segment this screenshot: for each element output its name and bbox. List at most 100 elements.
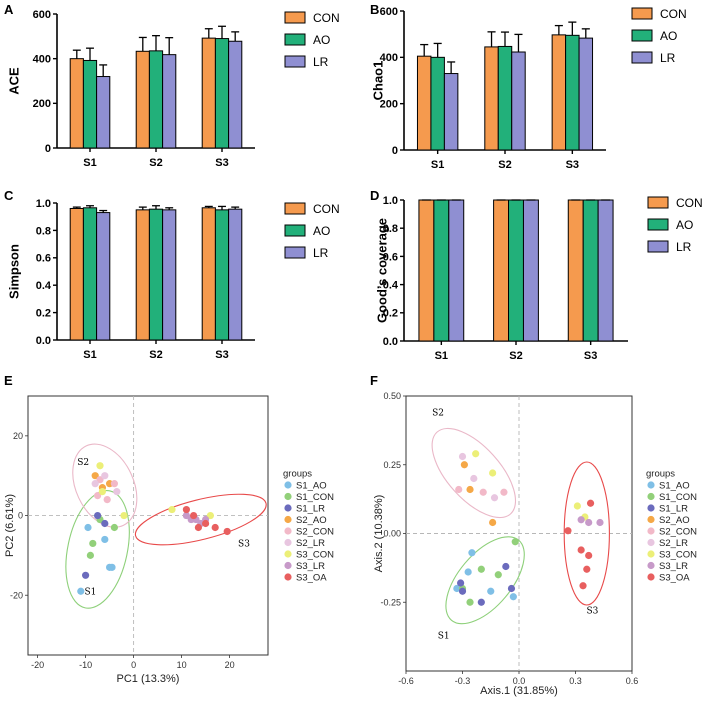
bar-CON xyxy=(567,199,584,342)
legend-swatch-AO xyxy=(284,224,306,237)
bar-CON xyxy=(551,34,567,151)
x-tick-label: S2 xyxy=(149,349,162,361)
panel-letter: B xyxy=(370,2,379,17)
point-S3_CON xyxy=(489,469,497,477)
y-tick-label: 1.0 xyxy=(36,198,51,210)
legend-title: groups xyxy=(646,468,675,479)
point-S2_LR xyxy=(101,472,109,480)
legend-label-S2_LR: S2_LR xyxy=(659,538,688,549)
bar-CON xyxy=(135,209,150,341)
panel-B: B Chao1 0 200 400 600 S1 S2 S3 CON AO LR xyxy=(370,2,687,171)
point-S1_LR xyxy=(82,571,90,579)
point-S1_AO xyxy=(468,549,476,557)
ellipse-label: S3 xyxy=(238,540,250,550)
legend-label-CON: CON xyxy=(313,11,340,25)
bar-CON xyxy=(201,207,216,341)
point-S3_OA xyxy=(190,511,198,520)
y-tick-label: 0.0 xyxy=(36,335,51,347)
point-S3_CON xyxy=(573,502,581,510)
ellipse-S2 xyxy=(72,443,138,528)
y-tick-label: 600 xyxy=(33,9,51,21)
ellipse-S2 xyxy=(431,427,517,519)
x-tick-label: 10 xyxy=(177,660,187,670)
legend-label-CON: CON xyxy=(660,7,687,21)
legend-label-S3_OA: S3_OA xyxy=(659,572,690,583)
point-S3_CON xyxy=(168,505,176,514)
legend-swatch-CON xyxy=(647,196,669,209)
x-tick-label: S2 xyxy=(149,157,162,169)
y-tick-label: 400 xyxy=(380,52,398,64)
y-tick-label: 1.0 xyxy=(383,195,398,207)
y-tick-label: 0.6 xyxy=(383,251,398,263)
legend-swatch-S2_LR xyxy=(284,538,292,547)
y-axis-label: PC2 (6.61%) xyxy=(4,494,16,557)
legend-swatch-S2_CON xyxy=(284,527,292,535)
y-tick-label: -0.25 xyxy=(380,597,401,607)
point-S2_CON xyxy=(500,488,508,496)
x-tick-label: -0.3 xyxy=(455,676,471,686)
y-tick-label: 0.6 xyxy=(36,253,51,265)
bar-AO xyxy=(82,59,98,149)
legend-label-S1_LR: S1_LR xyxy=(296,503,325,514)
ellipse-label: S2 xyxy=(432,409,444,419)
y-tick-label: 0 xyxy=(45,143,51,155)
legend-label-S2_AO: S2_AO xyxy=(296,515,327,526)
legend-swatch-S2_LR xyxy=(647,538,655,547)
legend-label-S3_CON: S3_CON xyxy=(296,549,334,560)
panel-E: E -20 -10 0 10 20 -20 0 20 PC1 (13.3%) PC2 (6.61%)… xyxy=(4,373,334,685)
point-S1_LR xyxy=(457,579,465,587)
ellipse-S1 xyxy=(65,490,130,609)
bar-AO xyxy=(148,208,164,341)
point-S1_LR xyxy=(507,584,516,593)
x-tick-label: S3 xyxy=(215,157,228,169)
point-S3_OA xyxy=(182,505,190,514)
x-tick-label: 0.3 xyxy=(569,676,582,686)
legend-swatch-AO xyxy=(647,218,669,231)
bar-CON xyxy=(69,58,84,149)
bar-LR xyxy=(511,51,526,151)
y-axis-label: Chao1 xyxy=(371,61,386,101)
legend-label-AO: AO xyxy=(313,33,330,47)
legend-label-S1_LR: S1_LR xyxy=(659,503,688,514)
point-S3_CON xyxy=(206,511,214,520)
point-S1_CON xyxy=(110,523,118,532)
x-tick-label: S3 xyxy=(215,349,228,361)
point-S3_CON xyxy=(98,488,106,496)
point-S1_LR xyxy=(502,562,510,571)
ellipse-S3 xyxy=(134,493,267,546)
ellipse-label: S2 xyxy=(77,458,89,468)
panel-A: A ACE 0 200 400 600 S1 S2 S3 CON AO LR xyxy=(4,2,340,169)
legend-swatch-LR xyxy=(631,51,653,64)
legend-label-S2_CON: S2_CON xyxy=(659,526,697,537)
point-S3_OA xyxy=(194,523,202,532)
point-S1_LR xyxy=(94,511,102,520)
bar-AO xyxy=(565,34,580,151)
panel-letter: C xyxy=(4,188,14,203)
panel-D: D Good’s coverage 0.0 0.2 0.4 0.6 0.8 1.0 S1 S2 S3… xyxy=(370,188,703,362)
legend-swatch-S1_AO xyxy=(647,481,655,489)
x-tick-label: S1 xyxy=(435,350,448,362)
panel-letter: E xyxy=(4,373,13,388)
point-S2_CON xyxy=(94,492,102,500)
y-tick-label: 0.2 xyxy=(383,308,398,320)
point-S2_LR xyxy=(113,488,121,496)
y-tick-label: 0.0 xyxy=(383,336,398,348)
bar-AO xyxy=(433,199,450,342)
bar-LR xyxy=(162,54,177,149)
point-S3_OA xyxy=(223,527,231,536)
y-tick-label: 20 xyxy=(13,431,23,441)
legend-label-AO: AO xyxy=(313,224,330,238)
bar-AO xyxy=(582,199,599,342)
x-tick-label: S3 xyxy=(584,350,597,362)
bar-LR xyxy=(448,199,465,342)
x-tick-label: -10 xyxy=(79,660,92,670)
point-S2_CON xyxy=(479,488,487,496)
bar-AO xyxy=(82,207,98,341)
point-S3_CON xyxy=(120,511,128,520)
point-S1_AO xyxy=(509,593,517,601)
point-S1_CON xyxy=(86,551,94,559)
point-S1_CON xyxy=(511,538,519,546)
bar-LR xyxy=(96,76,111,149)
point-S1_LR xyxy=(101,519,109,528)
point-S1_AO xyxy=(84,523,92,532)
